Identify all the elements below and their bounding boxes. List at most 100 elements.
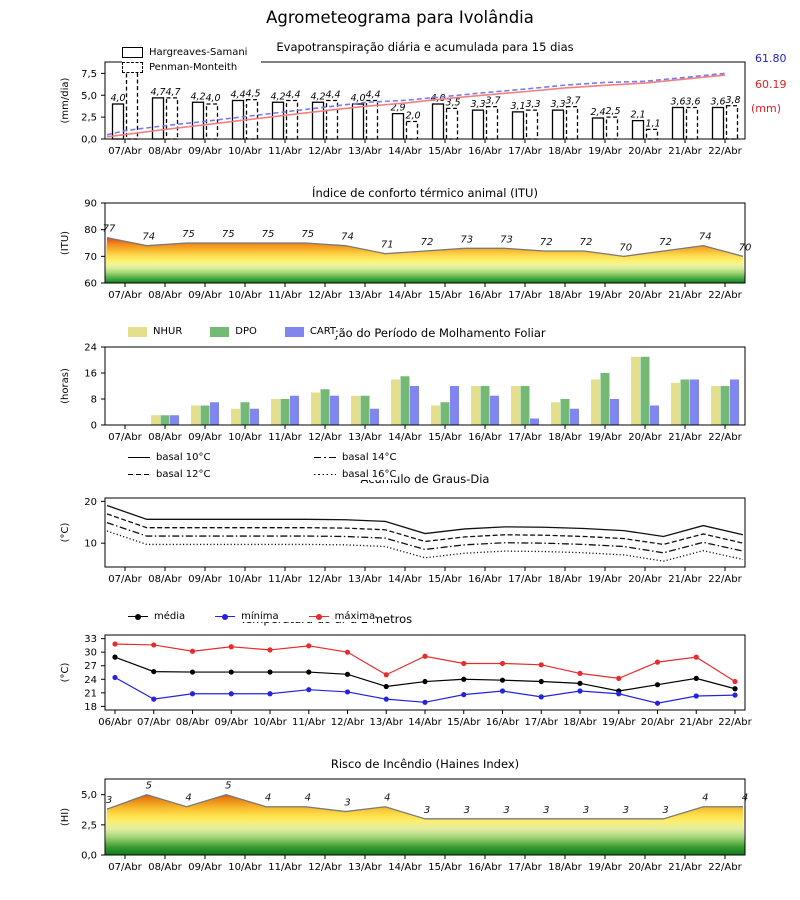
- value-label: 3: [464, 805, 470, 816]
- marker-mínima: [344, 689, 351, 695]
- y-tick-label: 16: [84, 369, 97, 380]
- x-tick-label: 11/Abr: [268, 146, 302, 157]
- bar-cart: [690, 379, 699, 425]
- marker-máxima: [422, 653, 428, 659]
- bar-value-label: 4,4: [230, 90, 245, 101]
- x-tick-label: 17/Abr: [525, 717, 559, 728]
- bar-value-label: 4,4: [325, 90, 340, 101]
- x-tick-label: 12/Abr: [331, 717, 365, 728]
- legend-item-dpo: DPO: [210, 326, 257, 337]
- y-tick-label: 0,0: [81, 851, 97, 862]
- x-tick-label: 22/Abr: [708, 290, 742, 301]
- marker-mínima: [538, 694, 544, 700]
- itu-title: Índice de conforto térmico animal (ITU): [312, 186, 538, 200]
- bar-cart: [410, 386, 419, 425]
- basal10-line-icon: [128, 456, 150, 459]
- x-tick-label: 15/Abr: [428, 432, 462, 443]
- legend-evapotranspiration: Hargreaves-Samani Penman-Monteith: [122, 47, 262, 73]
- penman-label: Penman-Monteith: [149, 62, 238, 73]
- x-tick-label: 17/Abr: [508, 432, 542, 443]
- basal12-label: basal 12°C: [156, 469, 211, 480]
- bar-cart: [650, 405, 659, 425]
- marker-média: [422, 678, 428, 685]
- bar-hargreaves: [111, 103, 125, 140]
- x-tick-label: 14/Abr: [388, 862, 422, 873]
- x-tick-label: 10/Abr: [228, 432, 262, 443]
- legend-item-basal10: basal 10°C: [128, 452, 300, 463]
- value-label: 3: [662, 805, 668, 816]
- bar-dpo: [560, 399, 570, 425]
- marker-média: [693, 675, 699, 681]
- marker-máxima: [383, 672, 389, 678]
- x-tick-label: 20/Abr: [628, 146, 662, 157]
- secondary-axis-unit: (mm): [751, 102, 782, 115]
- dpo-label: DPO: [235, 326, 257, 337]
- marker-média: [577, 680, 583, 686]
- bar-value-label: 4,4: [365, 90, 380, 101]
- y-tick-label: 80: [84, 225, 97, 236]
- y-tick-label: 90: [84, 199, 97, 210]
- x-tick-label: 16/Abr: [468, 146, 502, 157]
- x-tick-label: 17/Abr: [508, 862, 542, 873]
- value-label: 4: [305, 793, 311, 804]
- axes-box: [104, 202, 746, 284]
- x-tick-label: 13/Abr: [348, 862, 382, 873]
- legend-item-hargreaves: Hargreaves-Samani: [122, 47, 247, 58]
- x-tick-label: 22/Abr: [708, 862, 742, 873]
- bar-value-label: 3,8: [725, 95, 740, 106]
- marker-máxima: [344, 649, 351, 655]
- x-tick-label: 09/Abr: [188, 290, 222, 301]
- bar-cart: [610, 399, 619, 425]
- page-title: Agrometeograma para Ivolândia: [266, 8, 534, 27]
- x-tick-label: 21/Abr: [668, 432, 702, 443]
- bar-value-label: 4,2: [270, 91, 285, 102]
- x-tick-label: 16/Abr: [486, 717, 520, 728]
- bar-value-label: 3,6: [710, 97, 725, 108]
- x-tick-label: 15/Abr: [428, 290, 462, 301]
- bar-nhur: [271, 399, 280, 425]
- minima-marker-icon: [215, 613, 236, 620]
- x-tick-label: 19/Abr: [588, 432, 622, 443]
- value-label: 75: [262, 229, 275, 240]
- x-tick-label: 08/Abr: [148, 432, 182, 443]
- y-axis-label: (°C): [60, 663, 71, 683]
- y-tick-label: 18: [84, 702, 97, 713]
- x-tick-label: 10/Abr: [253, 717, 287, 728]
- x-tick-label: 22/Abr: [708, 574, 742, 585]
- x-tick-label: 14/Abr: [408, 717, 442, 728]
- value-label: 3: [344, 798, 350, 809]
- bar-penman: [565, 105, 579, 140]
- value-label: 5: [146, 781, 152, 792]
- bar-value-label: 3,3: [470, 99, 485, 110]
- y-tick-label: 20: [84, 497, 97, 508]
- line-dotted: [106, 530, 744, 562]
- minima-label: mínima: [241, 611, 279, 622]
- bar-cart: [330, 395, 339, 425]
- bar-value-label: 4,0: [430, 93, 445, 104]
- area-top-line: [106, 237, 744, 257]
- bar-dpo: [280, 399, 290, 425]
- bar-value-label: 3,7: [565, 96, 580, 107]
- bar-nhur: [631, 356, 640, 425]
- x-tick-label: 15/Abr: [428, 146, 462, 157]
- value-label: 75: [222, 229, 235, 240]
- x-tick-label: 08/Abr: [176, 717, 210, 728]
- bar-value-label: 3,6: [670, 97, 685, 108]
- x-tick-label: 14/Abr: [388, 290, 422, 301]
- bar-dpo: [200, 405, 210, 425]
- y-tick-label: 33: [84, 634, 97, 645]
- marker-mínima: [654, 700, 661, 706]
- marker-média: [499, 677, 506, 683]
- bar-nhur: [591, 379, 600, 425]
- bar-nhur: [191, 405, 200, 425]
- bar-value-label: 2,5: [605, 106, 620, 117]
- x-tick-label: 09/Abr: [188, 862, 222, 873]
- x-tick-label: 16/Abr: [468, 432, 502, 443]
- bar-value-label: 4,5: [245, 89, 260, 100]
- x-tick-label: 10/Abr: [228, 146, 262, 157]
- x-tick-label: 11/Abr: [268, 290, 302, 301]
- marker-média: [344, 671, 351, 677]
- x-tick-label: 18/Abr: [548, 574, 582, 585]
- marker-média: [538, 678, 544, 685]
- media-marker-icon: [128, 613, 148, 620]
